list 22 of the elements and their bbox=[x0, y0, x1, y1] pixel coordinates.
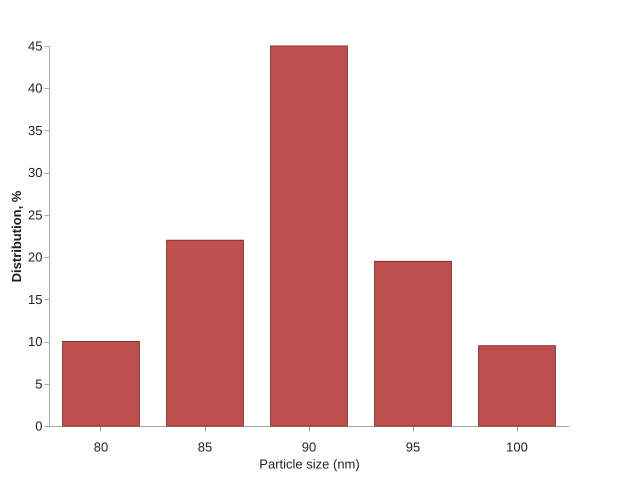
y-axis-title: Distribution, % bbox=[9, 190, 24, 282]
y-tick-label: 20 bbox=[28, 250, 42, 265]
y-tick-label: 5 bbox=[35, 376, 42, 392]
bar bbox=[478, 345, 556, 426]
y-tick-label: 35 bbox=[28, 122, 42, 138]
bar bbox=[62, 341, 140, 426]
y-tick-label: 10 bbox=[28, 334, 42, 350]
y-tick-label: 40 bbox=[28, 80, 42, 96]
bar bbox=[166, 240, 244, 426]
bar bbox=[374, 260, 452, 426]
y-tick-label: 25 bbox=[28, 207, 42, 222]
x-tick-label: 100 bbox=[506, 440, 528, 454]
x-tick-label: 85 bbox=[198, 440, 212, 454]
y-tick-label: 0 bbox=[35, 418, 42, 434]
y-tick-label: 45 bbox=[28, 38, 42, 54]
bar bbox=[270, 46, 348, 426]
x-tick-label: 90 bbox=[302, 440, 316, 454]
x-tick-label: 80 bbox=[94, 440, 108, 454]
y-tick-label: 15 bbox=[28, 292, 42, 307]
x-tick-label: 95 bbox=[406, 440, 420, 454]
x-axis-title: Particle size (nm) bbox=[259, 456, 360, 472]
y-tick-label: 30 bbox=[28, 165, 42, 180]
